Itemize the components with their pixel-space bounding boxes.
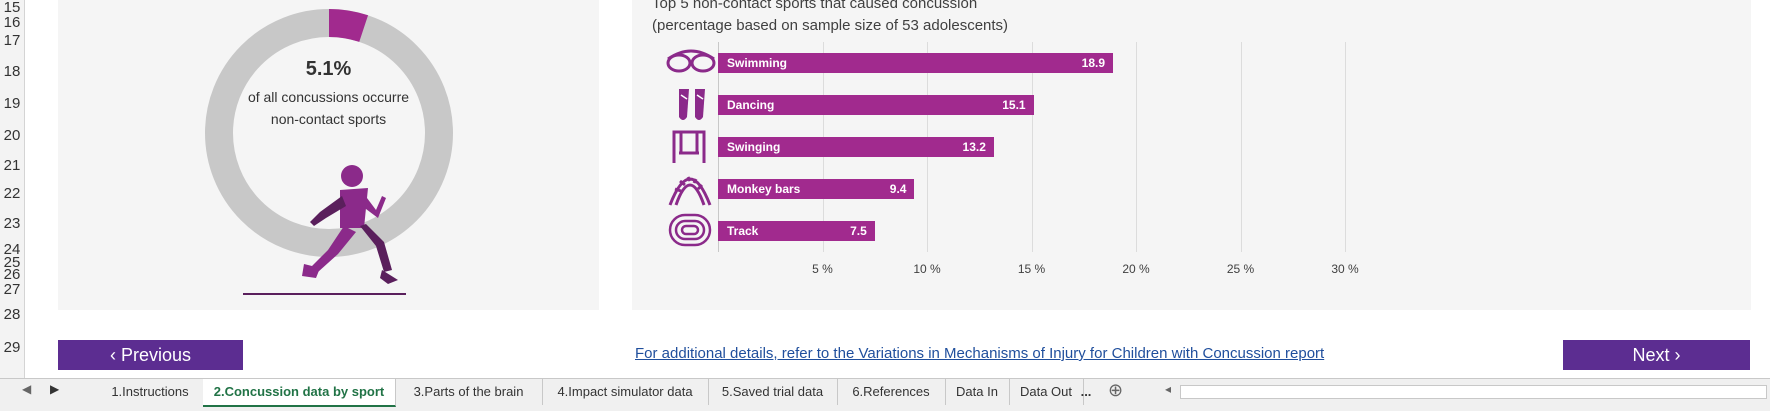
- swing-icon: [671, 129, 707, 170]
- monkey-bars-icon: [666, 171, 714, 212]
- running-track-icon: [668, 213, 712, 252]
- bar-track: [718, 221, 875, 241]
- chart-subtitle: (percentage based on sample size of 53 a…: [652, 17, 1009, 34]
- sheet-tab[interactable]: Data Out: [1009, 379, 1084, 405]
- chart-title: Top 5 non-contact sports that caused con…: [652, 0, 978, 12]
- hscroll-left-icon[interactable]: ◂: [1165, 382, 1172, 396]
- donut-caption-line1: of all concussions occurre: [247, 89, 410, 105]
- row-number[interactable]: 23: [3, 215, 21, 232]
- x-tick-label: 15 %: [1017, 262, 1046, 276]
- sheet-tab[interactable]: Data In: [945, 379, 1010, 405]
- row-number[interactable]: 16: [3, 14, 21, 31]
- row-number[interactable]: 26: [3, 266, 21, 283]
- bar-value-label: 13.2: [962, 140, 986, 154]
- row-number[interactable]: 18: [3, 63, 21, 80]
- row-number[interactable]: 25: [3, 254, 21, 271]
- row-number[interactable]: 15: [3, 0, 21, 16]
- gridline: [1240, 42, 1242, 252]
- row-header: 15 16 17 18 19 20 21 22 23 24 25 26 27 28 29: [0, 0, 25, 378]
- bar-label: Swinging: [727, 140, 781, 154]
- add-sheet-icon[interactable]: ⊕: [1108, 380, 1124, 400]
- bar-swinging: [718, 137, 994, 157]
- bar-value-label: 9.4: [889, 182, 907, 196]
- x-tick-label: 5 %: [812, 262, 833, 276]
- sheet-tab[interactable]: 3.Parts of the brain: [395, 379, 543, 405]
- goggles-icon: [665, 45, 717, 80]
- donut-caption-line2: non-contact sports: [270, 111, 387, 127]
- donut-panel: 5.1% of all concussions occurre non-cont…: [58, 0, 599, 310]
- report-link[interactable]: For additional details, refer to the Var…: [635, 345, 1325, 362]
- bar-label: Track: [727, 224, 759, 238]
- bar-dancing: [718, 95, 1034, 115]
- row-number[interactable]: 20: [3, 127, 21, 144]
- tab-overflow-button[interactable]: ...: [1080, 384, 1092, 399]
- sheet-tab[interactable]: 1.Instructions: [97, 379, 204, 405]
- gridline: [1031, 42, 1033, 252]
- ballet-shoes-icon: [671, 87, 711, 128]
- sheet-tab-bar: ◀ ▶ 1.Instructions 2.Concussion data by s…: [0, 378, 1770, 411]
- donut-highlight-segment: [328, 9, 369, 43]
- x-tick-label: 20 %: [1122, 262, 1150, 276]
- sheet-tab[interactable]: 6.References: [837, 379, 946, 405]
- next-button[interactable]: Next ›: [1563, 340, 1750, 370]
- gridline: [1345, 42, 1346, 252]
- row-number[interactable]: 29: [3, 339, 21, 356]
- scroll-left-icon[interactable]: ◀: [22, 382, 32, 396]
- x-tick-label: 10 %: [913, 262, 941, 276]
- donut-chart: [205, 9, 453, 295]
- bar-swimming: [718, 53, 1113, 73]
- row-number[interactable]: 22: [3, 185, 21, 202]
- scroll-right-icon[interactable]: ▶: [50, 382, 60, 396]
- row-number[interactable]: 24: [3, 241, 21, 258]
- bar-value-label: 18.9: [1081, 56, 1105, 70]
- row-number[interactable]: 17: [3, 32, 21, 49]
- x-tick-label: 25 %: [1226, 262, 1255, 276]
- sheet-tab[interactable]: 4.Impact simulator data: [542, 379, 709, 405]
- runner-figure-icon: [302, 165, 398, 284]
- bar-label: Swimming: [727, 56, 788, 70]
- donut-percent: 5.1%: [305, 58, 352, 80]
- bar-value-label: 15.1: [1002, 98, 1026, 112]
- horizontal-scrollbar[interactable]: [1180, 385, 1767, 399]
- bar-monkey-bars: [718, 179, 915, 199]
- previous-button[interactable]: ‹ Previous: [58, 340, 243, 370]
- bar-label: Dancing: [727, 98, 775, 112]
- x-tick-label: 30 %: [1331, 262, 1359, 276]
- row-number[interactable]: 19: [3, 95, 21, 112]
- sheet-tab[interactable]: 5.Saved trial data: [708, 379, 838, 405]
- row-number[interactable]: 27: [3, 281, 21, 298]
- row-number[interactable]: 21: [3, 157, 21, 174]
- row-number[interactable]: 28: [3, 306, 21, 323]
- sheet-tab[interactable]: 2.Concussion data by sport: [203, 379, 396, 407]
- bar-label: Monkey bars: [727, 182, 801, 196]
- gridline: [1136, 42, 1137, 252]
- bar-value-label: 7.5: [850, 224, 867, 238]
